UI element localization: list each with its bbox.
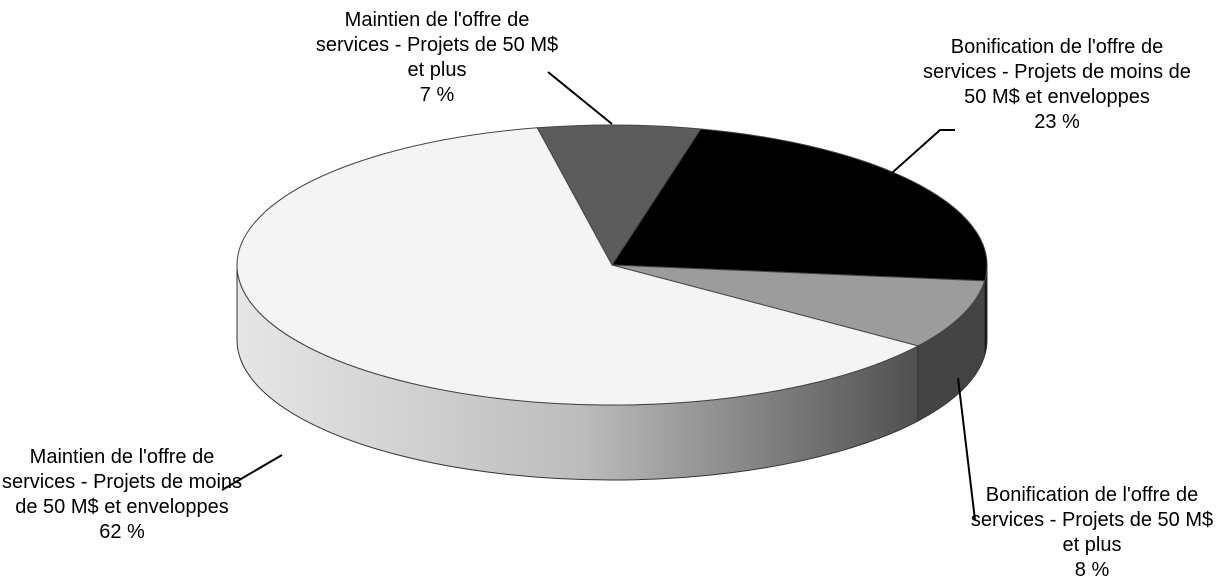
slice-label: Bonification de l'offre de services - Pr… (923, 35, 1191, 135)
slice-label: Bonification de l'offre de services - Pr… (964, 483, 1220, 583)
slice-value: 8 % (1074, 559, 1110, 581)
slice-name: Maintien de l'offre de services - Projet… (1, 446, 243, 518)
slice-name: Bonification de l'offre de services - Pr… (923, 36, 1191, 108)
slice (536, 124, 702, 266)
slice-value: 23 % (1034, 111, 1080, 133)
slice-name: Maintien de l'offre de services - Projet… (315, 9, 559, 81)
slice-name: Bonification de l'offre de services - Pr… (970, 484, 1214, 556)
slice (236, 127, 920, 406)
slice (611, 264, 986, 347)
slice-value: 7 % (419, 84, 455, 106)
slice-label: Maintien de l'offre de services - Projet… (0, 445, 245, 545)
leader-lines (221, 71, 976, 521)
slice-value: 62 % (99, 521, 145, 543)
slice (611, 128, 988, 282)
slice-label: Maintien de l'offre de services - Projet… (312, 8, 562, 108)
